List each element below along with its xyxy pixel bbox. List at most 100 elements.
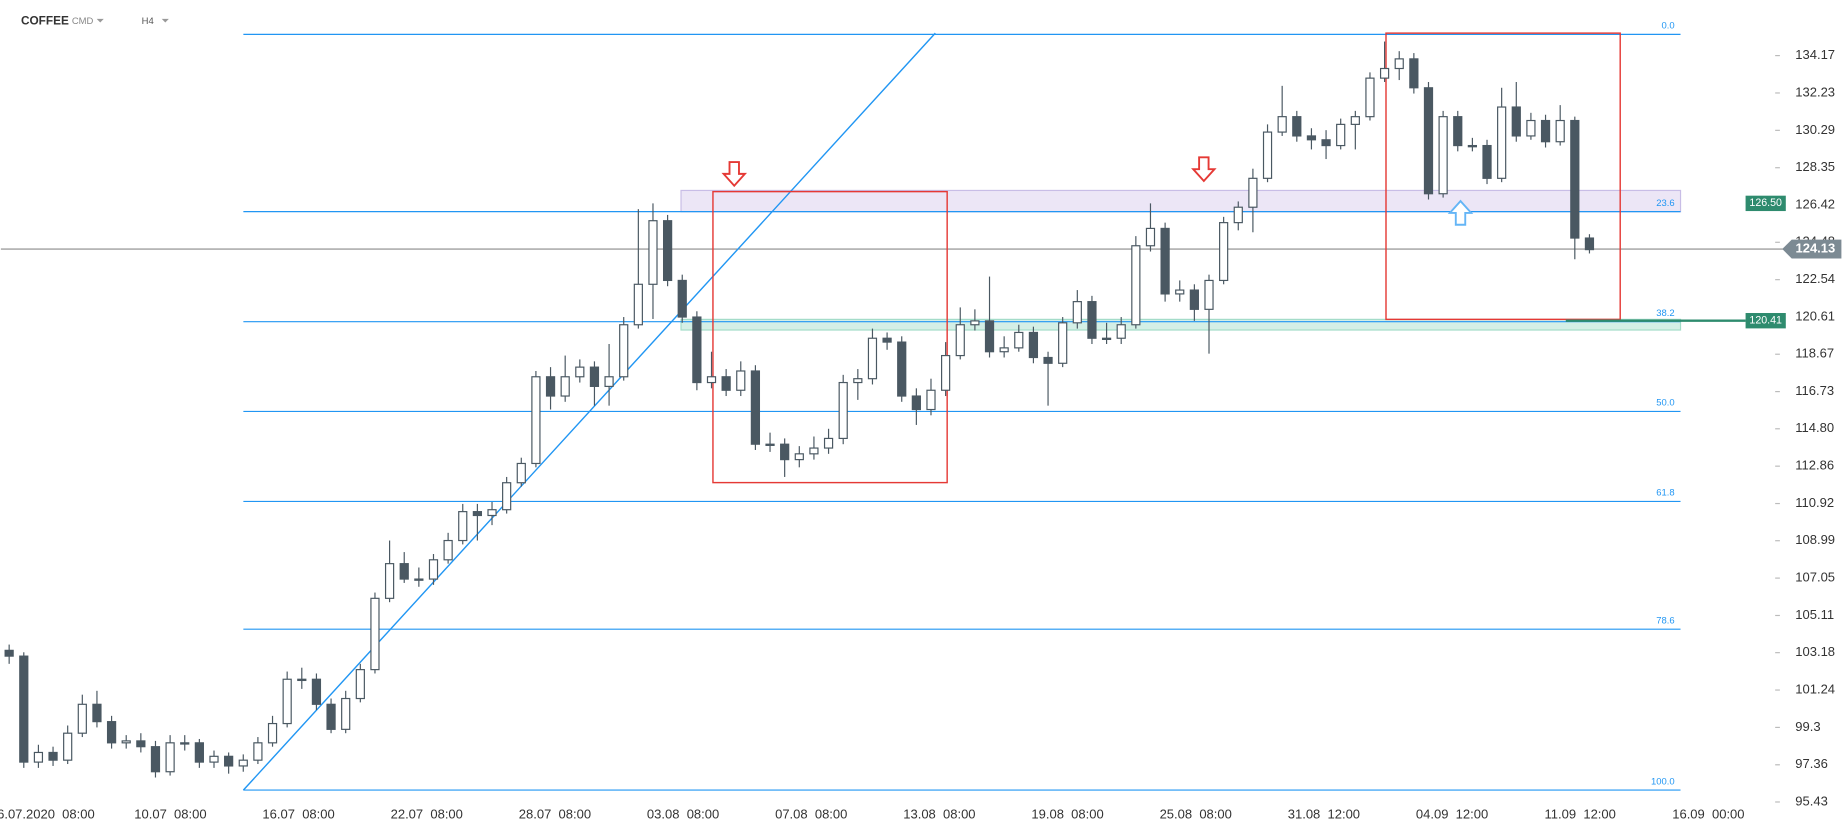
candle-body xyxy=(736,370,746,391)
candle-body xyxy=(297,678,307,682)
candle-body xyxy=(575,366,585,378)
candle-body xyxy=(794,453,804,461)
y-tick-label: 116.73 xyxy=(1795,383,1834,398)
candle-body xyxy=(1131,245,1141,326)
candle-body xyxy=(838,381,848,440)
candle-body xyxy=(1204,279,1214,310)
candle-body xyxy=(545,376,556,397)
candle-body xyxy=(867,337,878,380)
candle-body xyxy=(1423,87,1434,195)
candle-body xyxy=(721,376,731,391)
candle-body xyxy=(150,746,161,773)
candle-body xyxy=(1072,301,1082,324)
candle-body xyxy=(955,324,965,357)
x-tick-label: 31.08 12:00 xyxy=(1288,806,1360,821)
y-tick-label: 128.35 xyxy=(1795,159,1835,174)
candle-body xyxy=(355,669,365,700)
candle-body xyxy=(414,578,424,581)
candle-body xyxy=(1482,144,1492,179)
fib-label: 78.6 xyxy=(1656,615,1674,626)
candle-body xyxy=(282,678,292,725)
candle-body xyxy=(63,732,73,761)
y-tick-label: 132.23 xyxy=(1795,84,1835,99)
candle-body xyxy=(516,462,526,484)
candle-body xyxy=(1219,222,1229,282)
candle-body xyxy=(458,511,468,542)
candle-body xyxy=(1409,58,1419,89)
candle-body xyxy=(1175,289,1185,295)
annotations xyxy=(721,156,1474,226)
candle-body xyxy=(165,742,175,773)
x-tick-label: 19.08 08:00 xyxy=(1031,806,1103,821)
candle-body xyxy=(77,703,87,734)
candle-body xyxy=(882,337,892,343)
candle-body xyxy=(692,316,702,384)
candle-body xyxy=(633,283,643,326)
candle-body xyxy=(780,443,790,461)
y-tick-label: 118.67 xyxy=(1795,346,1834,361)
candle-body xyxy=(970,320,980,326)
candle-body xyxy=(1540,119,1551,143)
candle-body xyxy=(619,324,629,378)
candle-body xyxy=(1365,77,1375,118)
candle-body xyxy=(267,722,278,744)
candle-body xyxy=(1043,356,1053,364)
range-box xyxy=(712,190,948,484)
candle-body xyxy=(1511,106,1521,137)
candle-body xyxy=(1116,324,1126,339)
x-tick-label: 28.07 08:00 xyxy=(519,806,591,821)
candle-body xyxy=(194,742,204,763)
y-tick-label: 103.18 xyxy=(1795,644,1835,659)
current-price-tag xyxy=(1782,239,1842,259)
y-tick-label: 134.17 xyxy=(1795,47,1835,62)
dropdown-icon[interactable] xyxy=(96,18,104,23)
header: COFFEE CMD H4 xyxy=(21,13,169,27)
candle-body xyxy=(1014,331,1024,349)
zones xyxy=(680,189,1682,331)
candle-body xyxy=(1453,116,1463,147)
x-tick-label: 07.08 08:00 xyxy=(775,806,847,821)
candle-body xyxy=(1467,144,1478,148)
x-tick-label: 03.08 08:00 xyxy=(647,806,719,821)
x-tick-label: 13.08 08:00 xyxy=(903,806,975,821)
candle-body xyxy=(428,559,439,580)
candle-body xyxy=(1233,206,1243,224)
candle-body xyxy=(560,376,570,397)
candle-body xyxy=(1497,106,1507,179)
candle-body xyxy=(33,751,44,763)
candle-body xyxy=(1394,58,1404,70)
symbol[interactable]: COFFEE xyxy=(21,13,69,27)
support-zone xyxy=(680,318,1682,331)
candle-body xyxy=(1292,116,1302,137)
candle-body xyxy=(706,376,717,384)
range-box xyxy=(1385,32,1621,321)
y-tick-label: 97.36 xyxy=(1795,756,1828,771)
candle-body xyxy=(326,703,336,730)
candle-body xyxy=(370,597,380,671)
candle-body xyxy=(399,563,409,580)
candle-body xyxy=(1526,119,1536,137)
dropdown-icon[interactable] xyxy=(161,18,169,23)
candle-body xyxy=(941,354,951,391)
x-tick-label: 16.07 08:00 xyxy=(262,806,334,821)
candle-body xyxy=(999,347,1009,353)
x-tick-label: 11.09 12:00 xyxy=(1545,806,1616,821)
price-tag xyxy=(1745,313,1786,329)
candle-body xyxy=(443,539,453,561)
candle-body xyxy=(19,655,29,763)
candle-body xyxy=(1160,227,1170,295)
candle-body xyxy=(765,443,775,446)
resistance-zone xyxy=(680,189,1682,213)
candle-body xyxy=(1321,139,1331,147)
candle-body xyxy=(1570,119,1580,239)
candle-body xyxy=(662,220,673,282)
candle-body xyxy=(106,721,117,744)
y-tick-label: 101.24 xyxy=(1795,681,1835,696)
candle-body xyxy=(531,376,541,465)
timeframe[interactable]: H4 xyxy=(142,16,154,27)
candle-body xyxy=(136,740,146,748)
y-tick-label: 105.11 xyxy=(1795,607,1834,622)
buy-arrow xyxy=(1447,199,1474,226)
